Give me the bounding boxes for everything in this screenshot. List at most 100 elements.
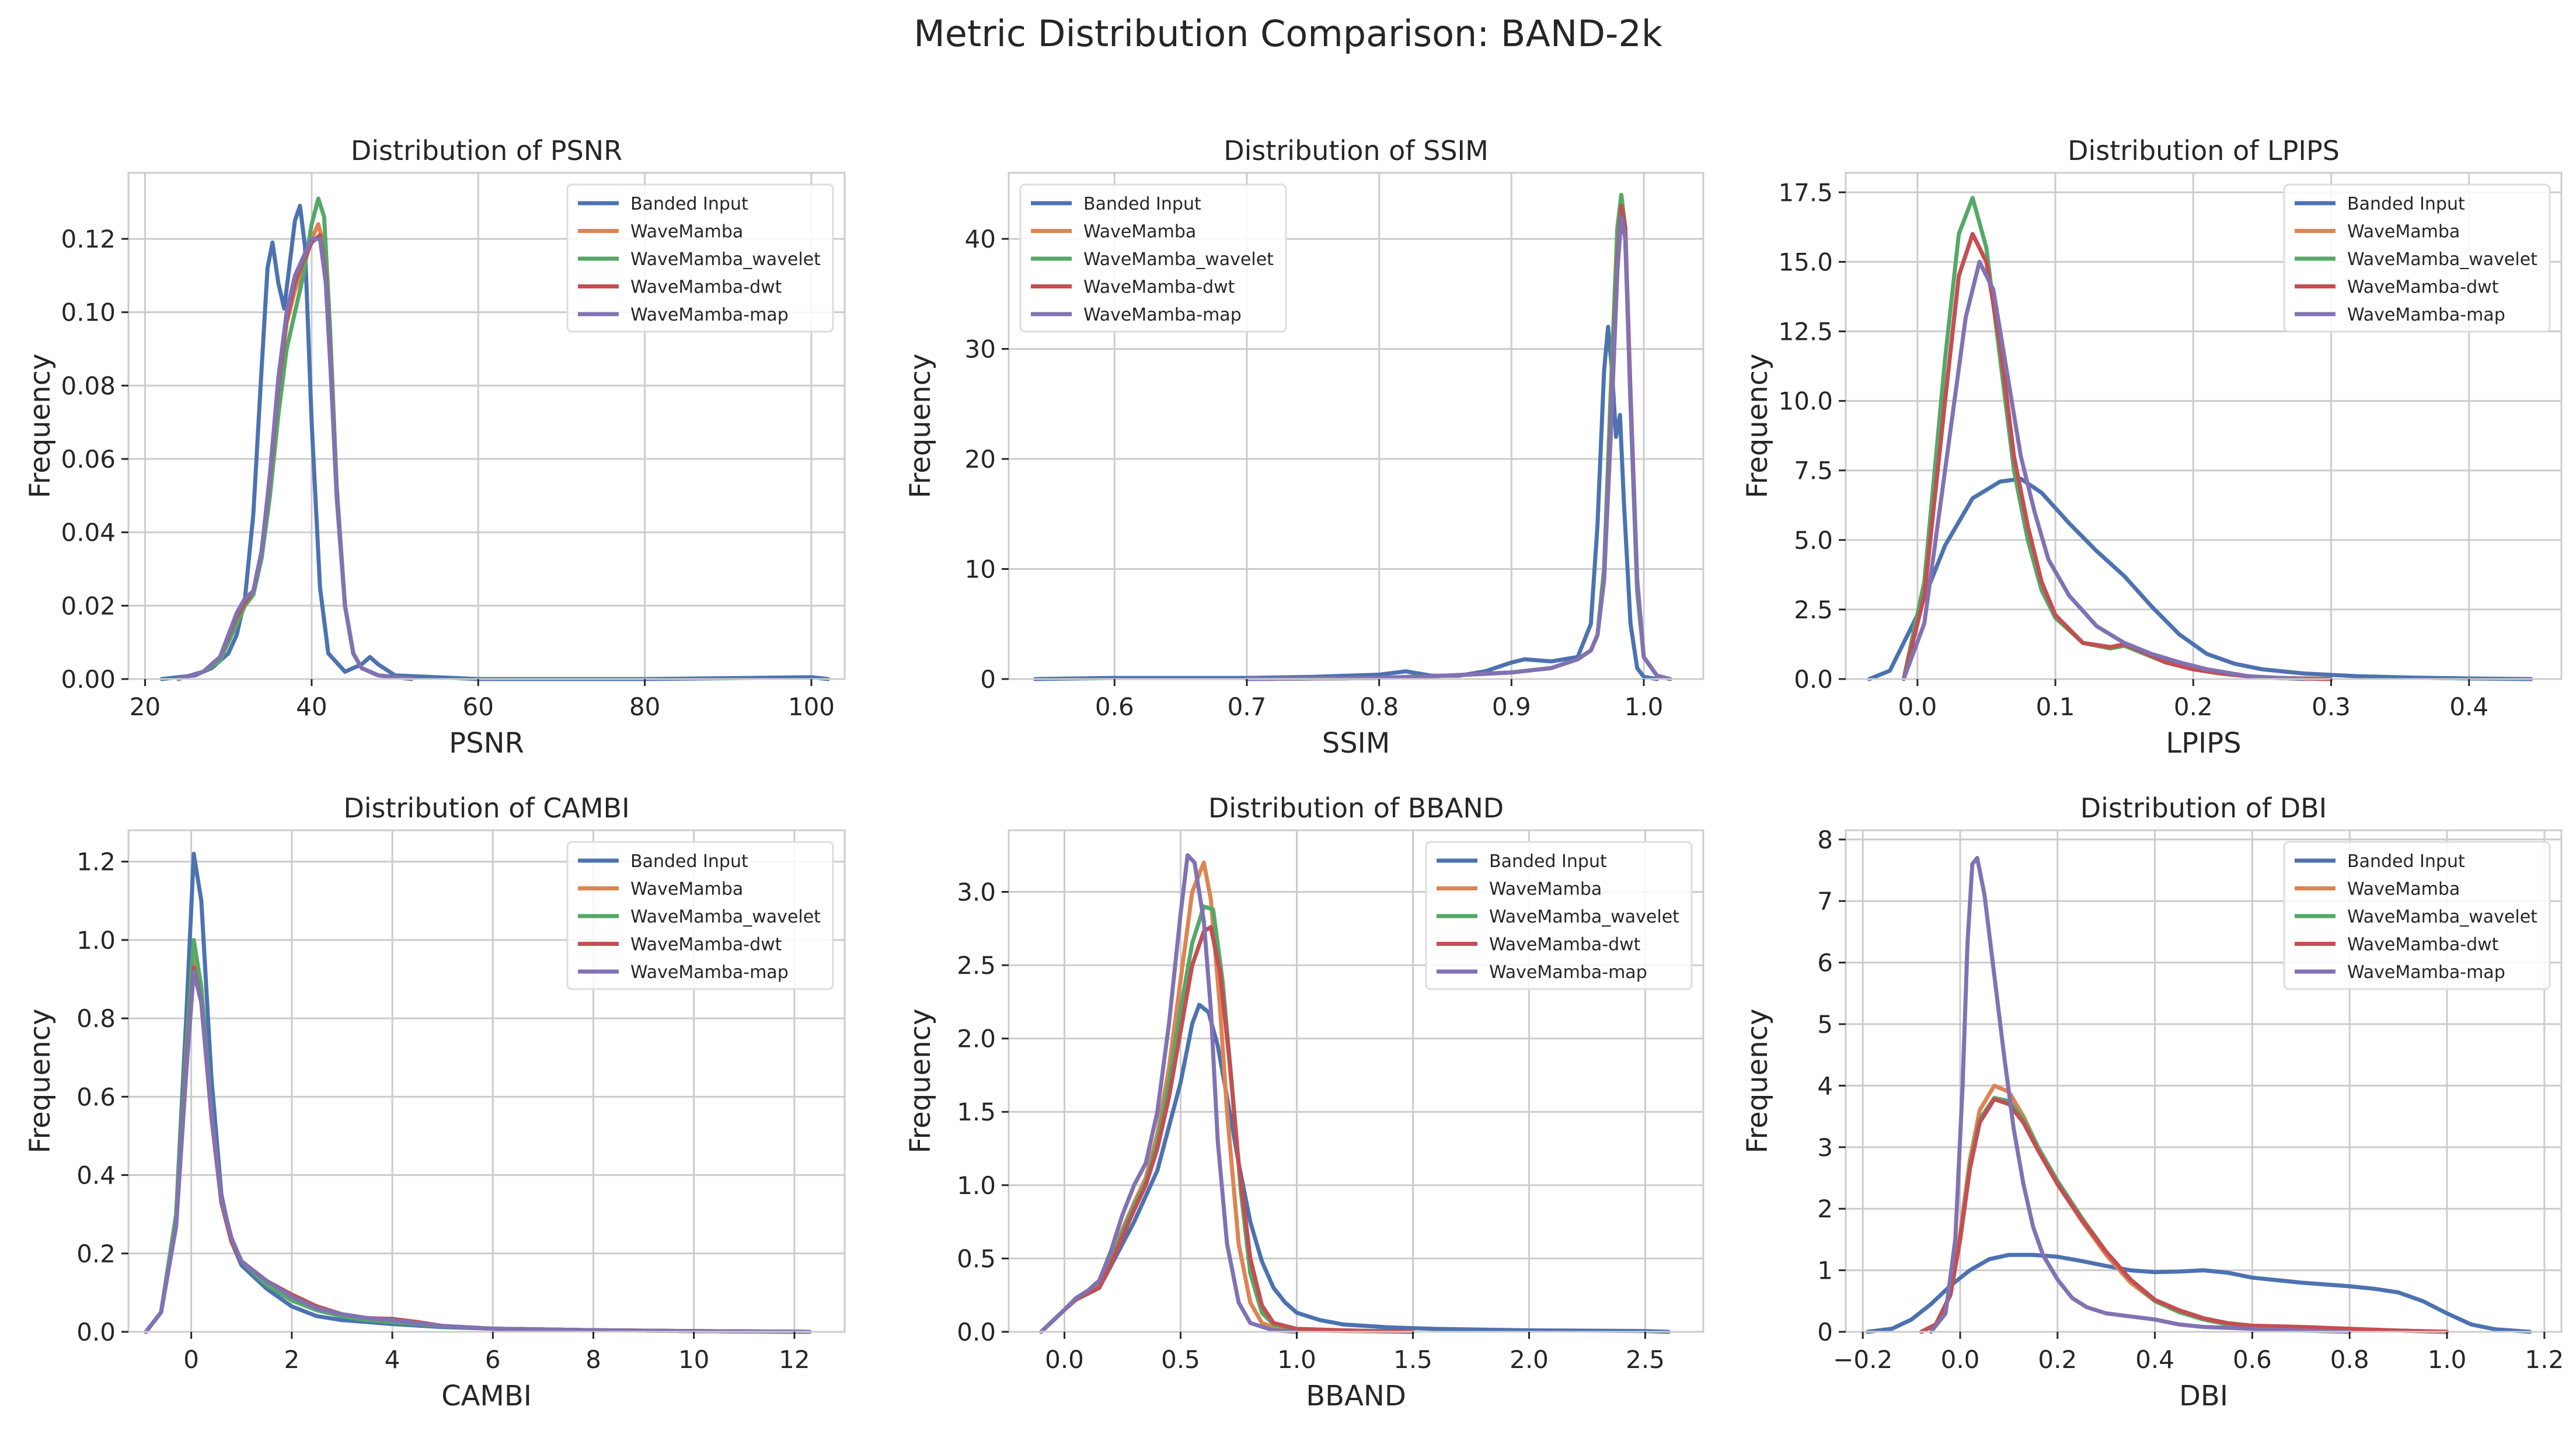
x-tick-label: 4 [385, 1345, 400, 1374]
x-tick-label: 0.4 [2135, 1345, 2174, 1374]
subplot-dbi: −0.2 0.0 0.2 0.4 0.6 0.8 1.0 1.2 0 1 2 3 4 5 6 7 8 Distri… [1741, 792, 2564, 1412]
y-tick-label: 0.0 [957, 1318, 996, 1346]
y-axis-label: Frequency [24, 354, 57, 499]
series-line-wavemamba-wavelet [1901, 196, 2333, 681]
y-tick-label: 0.8 [76, 1004, 116, 1033]
y-tick-label: 0.04 [61, 518, 116, 547]
x-tick-label: 2.5 [1626, 1345, 1665, 1374]
y-tick-label: 1.2 [76, 848, 116, 876]
y-tick-label: 8 [1817, 826, 1833, 854]
y-tick-label: 0 [980, 665, 996, 694]
series-line-wavemamba [1245, 204, 1672, 681]
legend-label-wavemamba-wavelet: WaveMamba_wavelet [1083, 249, 1274, 270]
legend-label-wavemamba-dwt: WaveMamba-dwt [630, 277, 782, 298]
y-tick-label: 0.5 [957, 1244, 996, 1273]
subplot-psnr: 20 40 60 80 100 0.00 0.02 0.04 0.06 0.08 0.10 0.12 D… [24, 135, 846, 760]
legend-label-banded-input: Banded Input [2347, 851, 2465, 872]
y-tick-label: 20 [965, 445, 996, 474]
legend-label-wavemamba-map: WaveMamba-map [2347, 305, 2505, 325]
y-tick-label: 2 [1817, 1195, 1833, 1223]
legend-label-wavemamba-wavelet: WaveMamba_wavelet [2347, 249, 2537, 270]
y-tick-label: 7.5 [1794, 457, 1833, 485]
series-line-banded-input [1033, 325, 1660, 681]
legend: Banded Input WaveMamba WaveMamba_wavelet Wa… [1019, 183, 1287, 333]
series-line-wavemamba-dwt [1901, 232, 2333, 681]
y-tick-label: 1 [1817, 1257, 1833, 1285]
legend: Banded Input WaveMamba WaveMamba_wavelet Wa… [566, 183, 834, 333]
x-tick-label: 0.6 [1095, 692, 1134, 721]
y-tick-label: 0.00 [61, 665, 116, 694]
x-tick-label: 0.9 [1492, 692, 1531, 721]
series-line-wavemamba-map [1929, 855, 2352, 1334]
legend-label-wavemamba-dwt: WaveMamba-dwt [2347, 277, 2499, 298]
series-line-wavemamba-dwt [176, 233, 414, 681]
legend-label-wavemamba-map: WaveMamba-map [630, 962, 789, 983]
series-line-wavemamba [144, 958, 812, 1334]
x-tick-label: 80 [629, 692, 660, 721]
y-tick-label: 1.5 [957, 1098, 996, 1126]
x-tick-label: 1.0 [2428, 1345, 2467, 1374]
series-line-banded-input [1866, 1252, 2532, 1334]
y-tick-label: 1.0 [76, 926, 116, 955]
series-line-wavemamba-dwt [1919, 1097, 2449, 1334]
legend-label-wavemamba-wavelet: WaveMamba_wavelet [630, 907, 821, 927]
plot-frame [127, 829, 846, 1333]
y-tick-label: 2.0 [957, 1025, 996, 1053]
legend-label-banded-input: Banded Input [630, 851, 748, 872]
y-tick-label: 10.0 [1778, 387, 1833, 416]
y-tick-label: 5 [1817, 1010, 1833, 1039]
x-tick-label: 2 [284, 1345, 299, 1374]
subplot-title: Distribution of CAMBI [343, 792, 629, 824]
y-tick-label: 5.0 [1794, 526, 1833, 555]
y-tick-label: 40 [965, 225, 996, 253]
legend-label-wavemamba: WaveMamba [1489, 879, 1602, 900]
legend-label-wavemamba: WaveMamba [1083, 222, 1196, 242]
series-line-wavemamba-map [1245, 214, 1672, 681]
legend-box [566, 841, 834, 990]
x-tick-label: 40 [296, 692, 327, 721]
x-axis-label: BBAND [1306, 1380, 1406, 1412]
legend-label-wavemamba-dwt: WaveMamba-dwt [1489, 935, 1641, 955]
x-tick-label: 2.0 [1510, 1345, 1549, 1374]
x-tick-label: 0.6 [2233, 1345, 2272, 1374]
y-tick-label: 2.5 [1794, 596, 1833, 624]
x-tick-label: 1.0 [1277, 1345, 1316, 1374]
y-tick-label: 7 [1817, 887, 1833, 916]
legend: Banded Input WaveMamba WaveMamba_wavelet Wa… [566, 841, 834, 990]
y-tick-label: 17.5 [1778, 178, 1833, 207]
x-axis-label: PSNR [449, 727, 524, 760]
x-tick-label: 20 [130, 692, 161, 721]
x-tick-label: 0.8 [1360, 692, 1399, 721]
subplot-ssim: 0.6 0.7 0.8 0.9 1.0 0 10 20 30 40 Distribution of … [904, 135, 1704, 760]
x-tick-label: 0.2 [2174, 692, 2213, 721]
y-tick-label: 1.0 [957, 1171, 996, 1200]
series-line-wavemamba-wavelet [1919, 1096, 2449, 1334]
subplot-lpips: 0.0 0.1 0.2 0.3 0.4 0.0 2.5 5.0 7.5 10.0 12.5 15.0 1… [1741, 135, 2563, 760]
legend-label-wavemamba-wavelet: WaveMamba_wavelet [2347, 907, 2537, 927]
series-line-wavemamba-dwt [144, 965, 812, 1334]
legend-box [2283, 841, 2551, 990]
x-tick-label: 0.1 [2036, 692, 2075, 721]
y-tick-label: 15.0 [1778, 248, 1833, 276]
y-tick-label: 0.12 [61, 225, 116, 253]
x-tick-label: 8 [585, 1345, 601, 1374]
subplot-title: Distribution of LPIPS [2068, 135, 2340, 166]
legend: Banded Input WaveMamba WaveMamba_wavelet Wa… [2283, 841, 2551, 990]
y-axis-label: Frequency [904, 1009, 937, 1154]
x-tick-label: 1.5 [1393, 1345, 1432, 1374]
y-tick-label: 0.4 [76, 1161, 116, 1190]
x-tick-label: 0 [183, 1345, 199, 1374]
plot-frame [1008, 829, 1704, 1333]
y-tick-label: 0.2 [76, 1240, 116, 1268]
y-tick-label: 3.0 [957, 878, 996, 906]
plot-frame [1008, 172, 1704, 680]
legend: Banded Input WaveMamba WaveMamba_wavelet Wa… [2283, 183, 2551, 333]
subplot-cambi: 0 2 4 6 8 10 12 0.0 0.2 0.4 0.6 0.8 1.0 1.2 Distributi… [24, 792, 846, 1412]
y-tick-label: 0 [1817, 1318, 1833, 1346]
legend-box [1425, 841, 1693, 990]
legend-label-wavemamba-map: WaveMamba-map [1083, 305, 1242, 325]
x-tick-label: 0.7 [1228, 692, 1267, 721]
subplot-title: Distribution of BBAND [1208, 792, 1504, 824]
legend-label-wavemamba: WaveMamba [2347, 222, 2460, 242]
